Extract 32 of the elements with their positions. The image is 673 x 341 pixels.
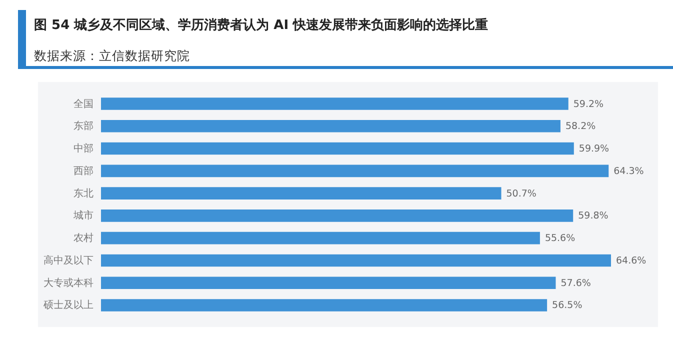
y-tick-label: 农村 (74, 232, 94, 244)
data-label: 57.6% (560, 278, 591, 289)
y-tick-label: 西部 (74, 164, 94, 177)
y-tick-label: 硕士及以上 (42, 299, 94, 312)
data-label: 59.8% (578, 210, 608, 222)
data-label: 50.7% (506, 188, 536, 200)
y-tick-label: 中部 (74, 142, 94, 155)
chart-subtitle: 数据来源：立信数据研究院 (34, 48, 191, 65)
data-label: 64.3% (614, 166, 644, 177)
data-label: 55.6% (544, 233, 576, 244)
y-tick-label: 东部 (74, 120, 94, 132)
bar (101, 187, 502, 200)
bar (101, 254, 611, 267)
bar (101, 164, 609, 178)
bar (101, 210, 574, 222)
y-tick-label: 东北 (74, 187, 94, 200)
y-tick-label: 城市 (72, 210, 94, 222)
data-label: 64.6% (616, 255, 646, 266)
chart-title: 图 54 城乡及不同区域、学历消费者认为 AI 快速发展带来负面影响的选择比重 (34, 16, 490, 34)
y-tick-label: 大专或本科 (44, 276, 94, 289)
data-label: 58.2% (565, 121, 596, 132)
bar (101, 142, 574, 155)
bar (101, 299, 548, 312)
data-label: 56.5% (552, 300, 582, 312)
bar (101, 98, 568, 110)
data-label: 59.9% (578, 144, 610, 155)
bar (101, 276, 556, 290)
y-tick-label: 全国 (74, 98, 94, 110)
data-label: 59.2% (573, 98, 604, 110)
bar (101, 232, 540, 244)
y-tick-label: 高中及以下 (44, 254, 94, 266)
bar (101, 120, 560, 132)
